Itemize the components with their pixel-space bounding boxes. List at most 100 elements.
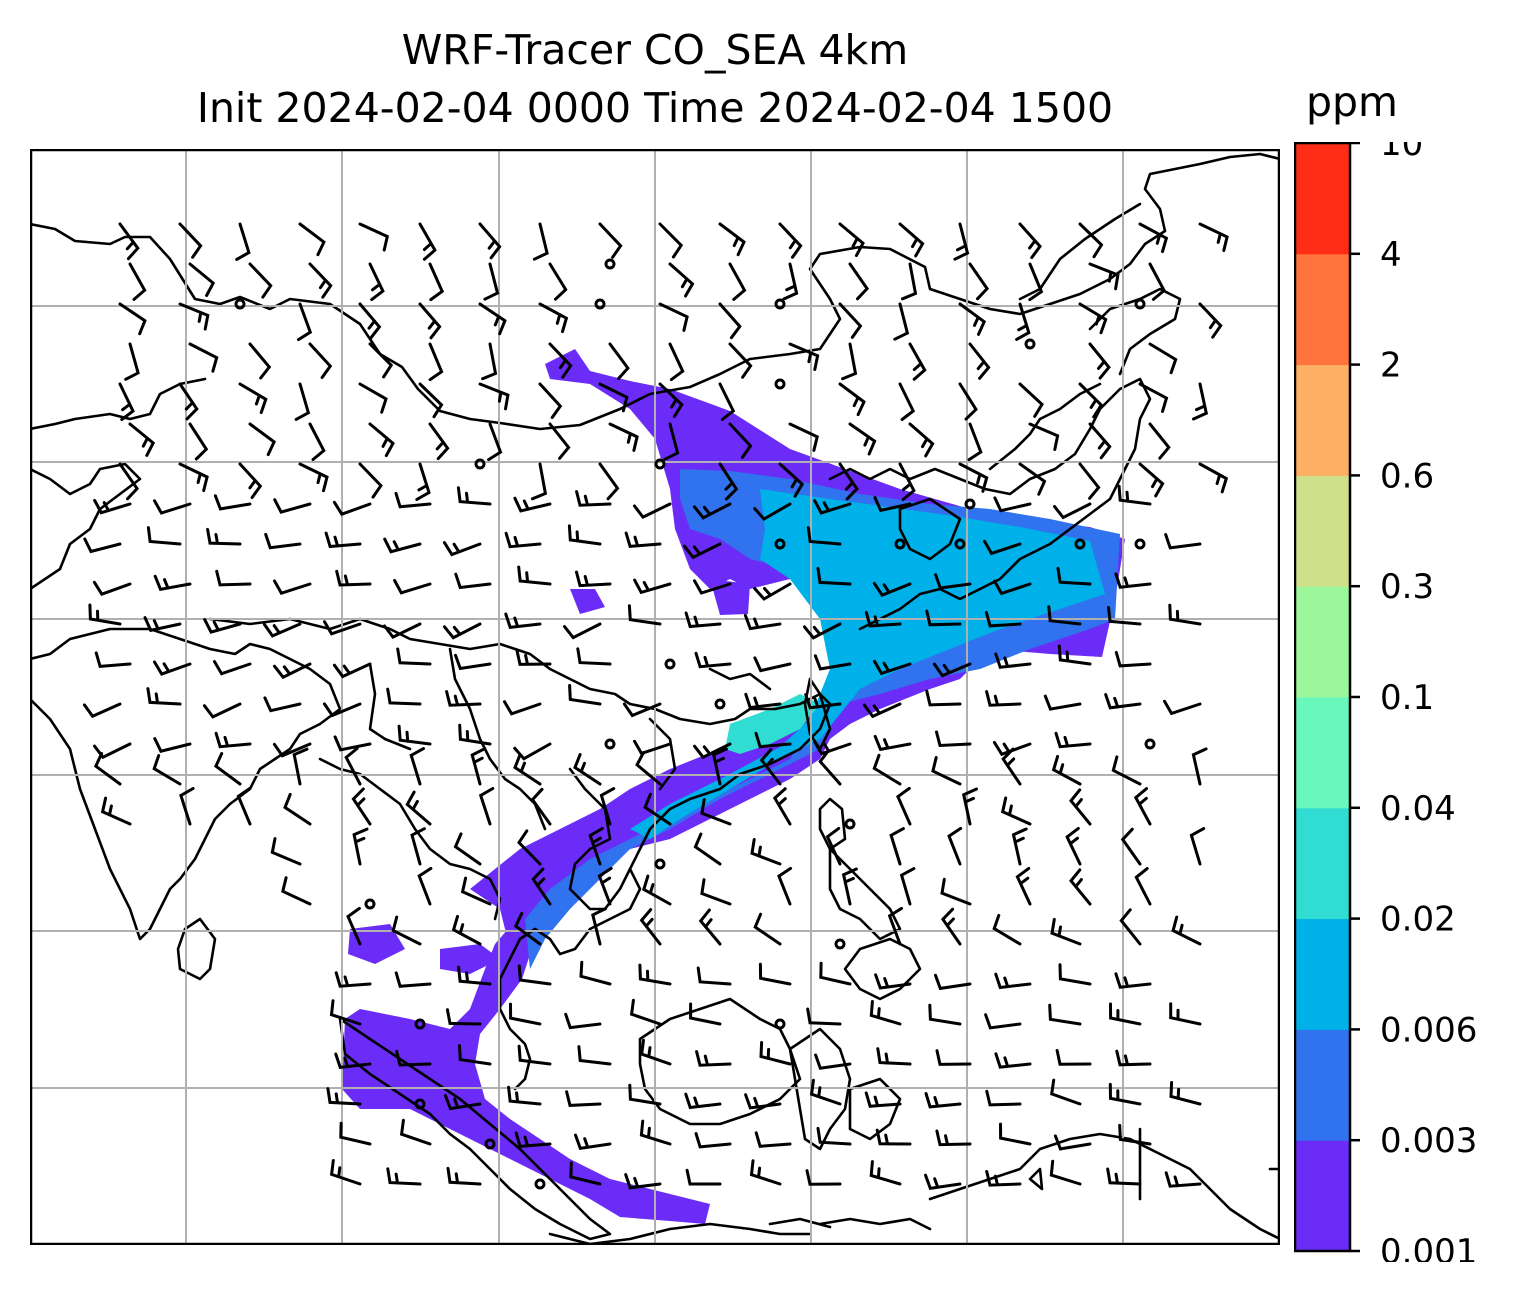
wind-barb (1018, 382, 1044, 418)
colorbar-band (1295, 253, 1350, 366)
wind-barb (262, 622, 302, 638)
wind-barb (415, 462, 431, 501)
wind-barb-calm (834, 938, 846, 950)
wind-barb (298, 462, 329, 493)
colorbar-tick-label: 4 (1380, 235, 1402, 275)
wind-barb (778, 462, 805, 498)
wind-barb (893, 302, 910, 341)
wind-barb (819, 961, 852, 986)
wind-barb (574, 1133, 612, 1150)
wind-barb (418, 382, 444, 419)
wind-barb (1078, 302, 1108, 335)
wind-barb (283, 792, 312, 826)
wind-barb (608, 342, 630, 380)
wind-barb (934, 573, 972, 590)
wind-barb-calm (844, 818, 856, 830)
wind-barb (994, 652, 1032, 669)
wind-barb (1104, 693, 1142, 710)
wind-barb (728, 342, 753, 379)
plume-low-west-spot (440, 944, 500, 974)
wind-barb (608, 422, 639, 452)
wind-barb (744, 1093, 782, 1110)
wind-barb-calm (534, 1178, 546, 1190)
wind-barb (273, 662, 312, 680)
wind-barb (1050, 1078, 1082, 1106)
plume-low-north (470, 349, 1125, 949)
wind-barb (622, 702, 662, 718)
wind-barb (848, 262, 870, 301)
wind-barb (238, 462, 263, 499)
wind-barb-calm (894, 538, 906, 550)
wind-barb (806, 526, 842, 546)
wind-barb (538, 382, 563, 419)
wind-barb (478, 787, 495, 826)
wind-barb-calm (604, 258, 616, 270)
wind-barb (1050, 917, 1082, 946)
wind-barb (684, 1092, 722, 1110)
wind-barb (1065, 826, 1082, 866)
wind-barb (481, 342, 498, 381)
wind-barb (458, 1044, 492, 1066)
plume-low-southwest (348, 924, 405, 964)
wind-barb-calm (964, 498, 976, 510)
wind-barb (598, 462, 620, 501)
wind-barb (718, 302, 742, 340)
wind-barb (668, 342, 685, 382)
wind-barb (532, 222, 549, 261)
wind-barb-calm (1134, 298, 1146, 310)
wind-barb (931, 756, 962, 786)
wind-barb (152, 754, 182, 786)
wind-barb (153, 499, 192, 515)
wind-barb (428, 422, 450, 461)
colorbar-band (1295, 918, 1350, 1030)
wind-barb (813, 654, 852, 671)
colorbar-tick-label: 2 (1380, 346, 1402, 386)
wind-barb (214, 752, 242, 786)
colorbar-band (1295, 143, 1350, 255)
wind-barb (753, 912, 782, 946)
wind-barb (1114, 650, 1152, 668)
wind-barb (992, 740, 1032, 757)
wind-barb-calm (664, 658, 676, 670)
wind-barb (270, 837, 302, 866)
wind-barb (809, 1078, 842, 1106)
wind-barb (334, 1052, 372, 1070)
wind-barb (635, 750, 662, 786)
wind-barb (876, 1047, 912, 1066)
wind-barb (993, 496, 1032, 513)
wind-barb (409, 747, 425, 786)
wind-barb (93, 498, 132, 515)
wind-barb (1106, 1167, 1142, 1186)
wind-barb (924, 1173, 962, 1190)
wind-barb (405, 790, 432, 826)
wind-barb (754, 1131, 792, 1148)
wind-barb (696, 966, 732, 986)
wind-barb (1053, 502, 1092, 520)
wind-barb (1138, 382, 1169, 413)
wind-barb (118, 302, 147, 336)
wind-barb (386, 687, 422, 706)
wind-barb (642, 874, 672, 906)
wind-barb (1078, 222, 1104, 259)
wind-barb (478, 382, 510, 411)
wind-barb (639, 908, 662, 946)
wind-barb (1015, 302, 1031, 341)
wind-barb (538, 302, 569, 334)
wind-barb (753, 502, 792, 521)
wind-barb (92, 580, 132, 597)
wind-barb (118, 222, 140, 261)
wind-barb (848, 422, 877, 456)
wind-barb (335, 569, 372, 587)
wind-barb (391, 915, 422, 946)
wind-barb (1088, 342, 1111, 380)
wind-barb (93, 742, 132, 760)
wind-barb (118, 382, 135, 421)
plume-low-isolated-1 (570, 589, 605, 614)
wind-barb (346, 906, 362, 946)
wind-barb (509, 1002, 542, 1026)
wind-barb (898, 462, 916, 501)
wind-barb (993, 579, 1032, 596)
wind-barb (1138, 462, 1165, 498)
wind-barb (643, 792, 672, 826)
wind-barb (598, 222, 623, 259)
